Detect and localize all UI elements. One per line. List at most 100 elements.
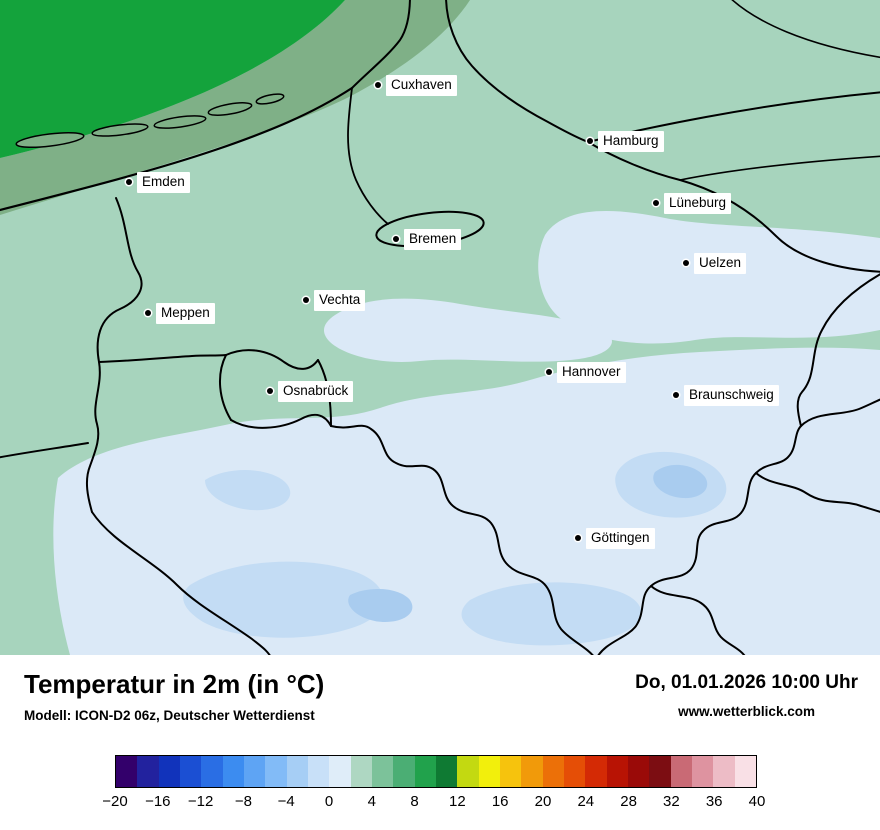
legend-tick-label: 4 — [367, 793, 376, 810]
city-label: Hannover — [557, 362, 626, 383]
legend-color-cell — [137, 756, 159, 787]
legend-tick-label: 12 — [449, 793, 466, 810]
state-border-path — [98, 354, 227, 363]
legend-color-cell — [670, 756, 692, 787]
legend-color-cell — [179, 756, 202, 787]
legend-color-cell — [116, 756, 138, 787]
footer: Temperatur in 2m (in °C) Modell: ICON-D2… — [0, 655, 880, 830]
island — [255, 93, 285, 105]
cold-region-central — [323, 298, 612, 362]
legend-tick-label: −12 — [187, 793, 214, 810]
legend-color-cell — [585, 756, 607, 787]
elbe-east-bank-path — [445, 0, 589, 143]
legend-tick-label: −4 — [277, 793, 295, 810]
legend-tick-label: 24 — [577, 793, 595, 810]
legend-color-cell — [414, 756, 436, 787]
legend-tick-label: 32 — [663, 793, 680, 810]
city-dot — [683, 260, 689, 266]
legend-color-cell — [713, 756, 735, 787]
legend-color-cell — [734, 756, 756, 787]
legend-tick-label: 36 — [705, 793, 723, 810]
city-dot — [267, 388, 273, 394]
elbe-west-bank-path — [351, 0, 411, 89]
city-label: Osnabrück — [278, 381, 354, 402]
city-label: Hamburg — [598, 131, 664, 152]
footer-header: Temperatur in 2m (in °C) Modell: ICON-D2… — [24, 669, 858, 723]
islands — [15, 93, 285, 149]
state-border-path — [91, 511, 271, 655]
cold-patch-deep — [348, 588, 413, 622]
legend-color-cell — [521, 756, 543, 787]
legend-tick-label: 8 — [410, 793, 419, 810]
state-border-path — [679, 155, 880, 181]
legend-color-cell — [329, 756, 351, 787]
state-border-path — [219, 354, 232, 421]
state-border-path — [796, 273, 880, 427]
footer-right: Do, 01.01.2026 10:00 Uhr www.wetterblick… — [635, 672, 858, 719]
legend-color-cell — [265, 756, 287, 787]
city-dot — [673, 392, 679, 398]
map: Cuxhaven Hamburg Emden Lüneburg Bremen Uelzen… — [0, 0, 880, 655]
legend-color-cell — [457, 756, 479, 787]
legend-color-cell — [691, 756, 714, 787]
state-border-path — [0, 442, 89, 459]
legend-tick-label: −8 — [234, 793, 252, 810]
legend-tick-label: 0 — [324, 793, 334, 810]
city-label: Göttingen — [586, 528, 655, 549]
state-border-path — [650, 585, 746, 655]
coastline-path — [0, 86, 354, 212]
legend-color-cell — [393, 756, 415, 787]
city-label: Bremen — [404, 229, 462, 250]
cold-patch-mid — [183, 561, 384, 638]
cold-patch-deep — [653, 464, 708, 499]
island — [91, 123, 149, 137]
legend-color-cell — [286, 756, 308, 787]
state-border-path — [230, 413, 332, 429]
city-dot — [145, 310, 151, 316]
forecast-datetime: Do, 01.01.2026 10:00 Uhr — [635, 672, 858, 693]
legend-tick-label: 40 — [748, 793, 766, 810]
city-dot — [393, 236, 399, 242]
legend-color-cell — [222, 756, 244, 787]
city-dot — [575, 535, 581, 541]
state-border-path — [755, 472, 880, 513]
website-link: www.wetterblick.com — [678, 704, 815, 719]
island — [207, 102, 253, 116]
legend-color-cell — [243, 756, 266, 787]
legend-color-cell — [563, 756, 586, 787]
legend-color-cell — [478, 756, 500, 787]
city-dot — [546, 369, 552, 375]
elbe-southeast-border-path — [587, 141, 880, 273]
map-graphic — [0, 0, 880, 655]
legend-color-cell — [307, 756, 330, 787]
legend-color-cell — [542, 756, 564, 787]
city-label: Uelzen — [694, 253, 747, 274]
city-label: Cuxhaven — [386, 75, 457, 96]
sea-warm-corner-region — [0, 0, 345, 158]
city-dot — [303, 297, 309, 303]
city-dot — [375, 82, 381, 88]
cold-patch-mid — [461, 582, 642, 646]
legend-color-cell — [158, 756, 180, 787]
legend-color-cell — [371, 756, 394, 787]
legend: −20 −16 −12 −8 −4 0 4 8 12 16 20 24 28 32 36 40 — [102, 755, 765, 815]
weser-river-path — [347, 87, 389, 225]
state-border-path — [731, 0, 880, 59]
legend-color-cell — [350, 756, 372, 787]
southern-border-path — [330, 424, 594, 655]
legend-tick-label: 20 — [534, 793, 552, 810]
city-label: Emden — [137, 172, 190, 193]
footer-left: Temperatur in 2m (in °C) Modell: ICON-D2… — [24, 669, 324, 723]
city-label: Vechta — [314, 290, 366, 311]
legend-color-cell — [649, 756, 671, 787]
city-dot — [653, 200, 659, 206]
legend-color-cell — [499, 756, 522, 787]
southeast-border-path — [597, 398, 880, 655]
cold-patch-mid — [205, 470, 291, 511]
legend-tick-label: −20 — [102, 793, 128, 810]
city-label: Lüneburg — [664, 193, 732, 214]
legend-color-cell — [627, 756, 650, 787]
model-info: Modell: ICON-D2 06z, Deutscher Wetterdie… — [24, 708, 315, 723]
legend-bar — [115, 755, 757, 788]
